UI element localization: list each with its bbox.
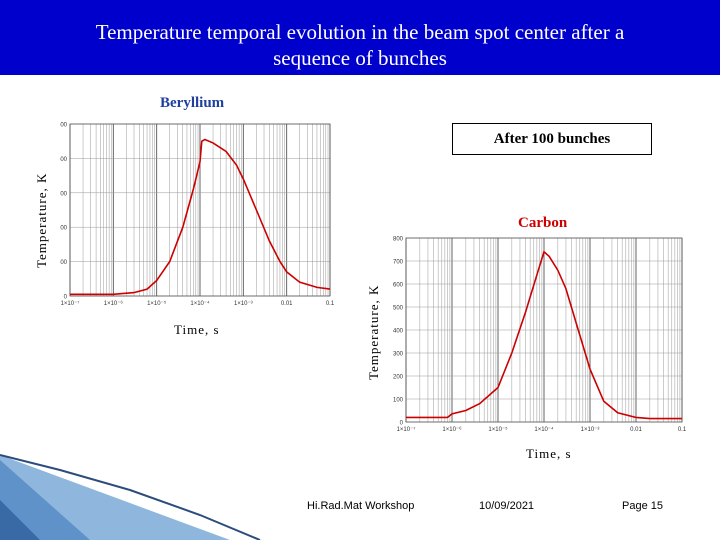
carbon-xtick-label: 1×10⁻⁷ <box>397 426 416 433</box>
footer-date: 10/09/2021 <box>479 500 535 512</box>
carbon-xtick-label: 1×10⁻⁵ <box>488 426 508 433</box>
beryllium-label: Beryllium <box>160 95 225 111</box>
carbon-ytick-label: 700 <box>393 260 404 266</box>
carbon-plot-frame <box>405 237 683 423</box>
bunches-box: After 100 bunches <box>452 123 652 155</box>
beryllium-xlabel: Time, s <box>174 322 220 337</box>
slide-title-line1: Temperature temporal evolution in the be… <box>95 20 625 44</box>
carbon-xtick-label: 0.01 <box>630 427 642 433</box>
carbon-ytick-label: 0 <box>400 421 404 427</box>
beryllium-xtick-label: 0.01 <box>281 301 293 307</box>
beryllium-temperature-curve <box>70 138 331 296</box>
beryllium-chart: 0 100 200 300 400 500 1×10⁻⁷ 1×10⁻⁶ 1×10⁻⁵ 1×10⁻⁴… <box>60 123 335 308</box>
carbon-ytick-label: 600 <box>393 283 404 289</box>
beryllium-ytick-label: 100 <box>60 260 68 266</box>
beryllium-xtick-label: 0.1 <box>326 301 335 307</box>
carbon-ytick-label: 500 <box>393 306 404 312</box>
carbon-label: Carbon <box>518 215 568 231</box>
carbon-xlabel: Time, s <box>526 446 572 461</box>
beryllium-ylabel: Temperature, K <box>34 172 49 268</box>
carbon-ytick-label: 800 <box>393 237 404 243</box>
beryllium-ytick-label: 300 <box>60 191 68 197</box>
carbon-xtick-label: 0.1 <box>678 427 687 433</box>
beryllium-xtick-label: 1×10⁻⁴ <box>190 300 210 307</box>
carbon-xtick-label: 1×10⁻⁶ <box>442 426 462 433</box>
beryllium-xtick-label: 1×10⁻⁵ <box>147 300 167 307</box>
beryllium-ytick-label: 0 <box>64 295 68 301</box>
footer-workshop: Hi.Rad.Mat Workshop <box>307 500 415 512</box>
beryllium-xtick-label: 1×10⁻³ <box>234 301 253 307</box>
footer-decoration <box>0 454 261 540</box>
beryllium-xtick-label: 1×10⁻⁶ <box>104 300 124 307</box>
beryllium-ytick-label: 200 <box>60 226 68 232</box>
carbon-ytick-label: 200 <box>393 375 404 381</box>
carbon-ylabel: Temperature, K <box>366 284 381 380</box>
carbon-ytick-label: 100 <box>393 398 404 404</box>
footer-wave-dark <box>0 500 40 540</box>
carbon-ytick-label: 300 <box>393 352 404 358</box>
carbon-xtick-label: 1×10⁻³ <box>581 427 600 433</box>
beryllium-ytick-label: 400 <box>60 157 68 163</box>
carbon-xtick-label: 1×10⁻⁴ <box>534 426 554 433</box>
beryllium-ytick-label: 500 <box>60 123 68 129</box>
footer-line <box>0 454 261 540</box>
footer-page: Page 15 <box>622 500 663 512</box>
carbon-chart: 0 100 200 300 400 500 600 700 800 1×10⁻⁷ 1×10⁻⁶ 1×1… <box>393 237 687 434</box>
title-bar: Temperature temporal evolution in the be… <box>0 0 720 75</box>
carbon-temperature-curve <box>406 250 682 420</box>
beryllium-plot-frame <box>69 123 331 297</box>
slide-title-line2: sequence of bunches <box>273 46 447 70</box>
beryllium-xtick-label: 1×10⁻⁷ <box>61 300 80 307</box>
footer-wave-mid <box>0 460 90 540</box>
carbon-ytick-label: 400 <box>393 329 404 335</box>
